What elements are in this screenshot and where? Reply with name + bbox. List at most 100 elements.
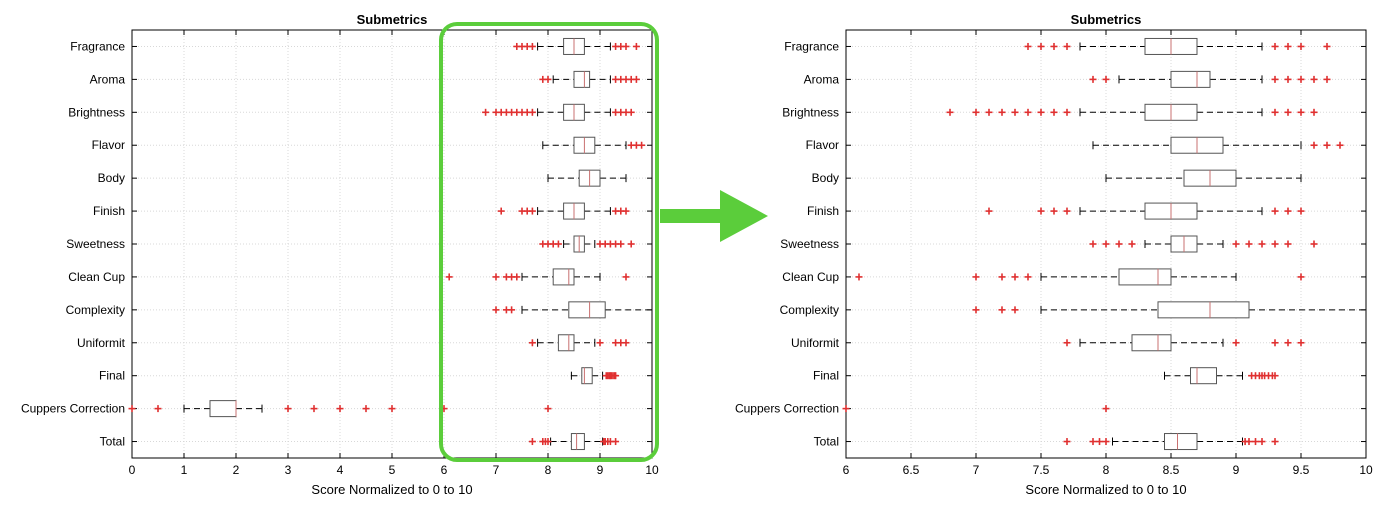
- chart-1-box-cuppers-correction: [842, 405, 1110, 413]
- chart-0-outlier-marker: [528, 339, 536, 347]
- chart-1-x-axis-label: Score Normalized to 0 to 10: [1025, 482, 1186, 497]
- chart-0-outlier-marker: [528, 207, 536, 215]
- chart-1-x-tick-label: 10: [1359, 463, 1373, 477]
- chart-1-category-label-body: Body: [812, 171, 839, 185]
- chart-1-category-label-finish: Finish: [807, 204, 839, 218]
- chart-1-outlier-marker: [1037, 108, 1045, 116]
- chart-0-box-brightness: [482, 103, 635, 121]
- chart-1-box-finish: [985, 202, 1305, 220]
- chart-0-outlier-marker: [492, 273, 500, 281]
- chart-1-outlier-marker: [1323, 141, 1331, 149]
- chart-left: Submetrics 0 1 2 3 4 5 6 7 8 9 10 Score Normalized t…: [21, 12, 659, 497]
- chart-1-outlier-marker: [1024, 273, 1032, 281]
- chart-1-outlier-marker: [1063, 438, 1071, 446]
- chart-0-outlier-marker: [310, 405, 318, 413]
- chart-1-outlier-marker: [1102, 405, 1110, 413]
- chart-0-x-tick-label: 2: [233, 463, 240, 477]
- chart-0-box-finish: [497, 202, 630, 220]
- chart-0-box-rect: [570, 433, 585, 451]
- chart-0-outlier-marker: [544, 75, 552, 83]
- chart-0-outlier-marker: [528, 438, 536, 446]
- chart-1-box-rect: [1157, 301, 1250, 319]
- chart-0-outlier-marker: [554, 240, 562, 248]
- chart-1-box-clean-cup: [855, 268, 1305, 286]
- chart-1-outlier-marker: [1063, 42, 1071, 50]
- chart-1-outlier-marker: [1297, 273, 1305, 281]
- chart-1-outlier-marker: [985, 108, 993, 116]
- chart-0-box-fragrance: [513, 37, 640, 55]
- chart-1-outlier-marker: [1284, 108, 1292, 116]
- chart-0-box-rect: [557, 334, 575, 352]
- chart-1-outlier-marker: [972, 306, 980, 314]
- chart-1-outlier-marker: [1011, 273, 1019, 281]
- chart-1-outlier-marker: [1310, 240, 1318, 248]
- chart-0-outlier-marker: [622, 42, 630, 50]
- chart-1-box-rect: [1118, 268, 1172, 286]
- chart-0-x-tick-label: 8: [545, 463, 552, 477]
- chart-0-box-rect: [581, 367, 593, 385]
- chart-1-box-total: [1063, 433, 1279, 451]
- chart-1-outlier-marker: [1271, 339, 1279, 347]
- chart-1-box-uniformit: [1063, 334, 1305, 352]
- chart-1-outlier-marker: [1323, 75, 1331, 83]
- chart-0-outlier-marker: [638, 141, 646, 149]
- chart-0-outlier-marker: [528, 108, 536, 116]
- chart-0-x-tick-label: 7: [493, 463, 500, 477]
- chart-0-box-sweetness: [539, 235, 635, 253]
- chart-1-outlier-marker: [1011, 108, 1019, 116]
- chart-1-outlier-marker: [1011, 306, 1019, 314]
- chart-1-outlier-marker: [1050, 207, 1058, 215]
- chart-0-category-label-uniformit: Uniformit: [77, 336, 126, 350]
- chart-1-outlier-marker: [1271, 438, 1279, 446]
- chart-1-box-rect: [1164, 433, 1198, 451]
- chart-0-box-flavor: [542, 136, 646, 154]
- chart-1-outlier-marker: [1271, 207, 1279, 215]
- chart-1-category-label-complexity: Complexity: [780, 303, 839, 317]
- chart-1-box-aroma: [1089, 70, 1331, 88]
- chart-0-x-tick-label: 6: [441, 463, 448, 477]
- chart-0-box-cuppers-correction: [128, 400, 552, 418]
- chart-1-outlier-marker: [1297, 339, 1305, 347]
- chart-1-category-label-fragrance: Fragrance: [784, 39, 839, 53]
- chart-1-box-rect: [1131, 334, 1172, 352]
- chart-1-outlier-marker: [1024, 42, 1032, 50]
- chart-1-outlier-marker: [1297, 75, 1305, 83]
- chart-0-x-tick-label: 5: [389, 463, 396, 477]
- chart-1-x-tick-label: 9.5: [1293, 463, 1310, 477]
- chart-1-category-label-total: Total: [814, 435, 839, 449]
- chart-0-category-label-cuppers-correction: Cuppers Correction: [21, 402, 125, 416]
- chart-1-box-brightness: [946, 103, 1318, 121]
- chart-0-category-label-brightness: Brightness: [68, 105, 125, 119]
- chart-1-outlier-marker: [1284, 42, 1292, 50]
- chart-1-outlier-marker: [1128, 240, 1136, 248]
- chart-0-outlier-marker: [492, 306, 500, 314]
- chart-1-outlier-marker: [1310, 75, 1318, 83]
- chart-1-outlier-marker: [842, 405, 850, 413]
- chart-right: Submetrics 6 6.5 7 7.5 8 8.5 9 9.5 10 Score Normal…: [735, 12, 1373, 497]
- chart-1-outlier-marker: [1297, 207, 1305, 215]
- chart-1-outlier-marker: [972, 273, 980, 281]
- chart-1-outlier-marker: [1284, 339, 1292, 347]
- chart-0-outlier-marker: [627, 108, 635, 116]
- chart-0-outlier-marker: [622, 273, 630, 281]
- chart-1-outlier-marker: [1245, 438, 1253, 446]
- chart-1-outlier-marker: [946, 108, 954, 116]
- chart-0-x-tick-label: 4: [337, 463, 344, 477]
- chart-0-category-label-body: Body: [98, 171, 125, 185]
- chart-0-category-label-finish: Finish: [93, 204, 125, 218]
- chart-0-outlier-marker: [154, 405, 162, 413]
- chart-1-outlier-marker: [1089, 240, 1097, 248]
- chart-0-outlier-marker: [632, 75, 640, 83]
- chart-1-outlier-marker: [1271, 75, 1279, 83]
- chart-0-outlier-marker: [482, 108, 490, 116]
- chart-0-category-label-sweetness: Sweetness: [66, 237, 125, 251]
- chart-1-category-label-uniformit: Uniformit: [791, 336, 840, 350]
- chart-0-box-rect: [209, 400, 237, 418]
- chart-1-outlier-marker: [1297, 42, 1305, 50]
- chart-1-outlier-marker: [1232, 339, 1240, 347]
- chart-1-outlier-marker: [1271, 42, 1279, 50]
- chart-0-outlier-marker: [284, 405, 292, 413]
- chart-1-outlier-marker: [972, 108, 980, 116]
- chart-1-box-fragrance: [1024, 37, 1331, 55]
- chart-1-x-tick-label: 9: [1233, 463, 1240, 477]
